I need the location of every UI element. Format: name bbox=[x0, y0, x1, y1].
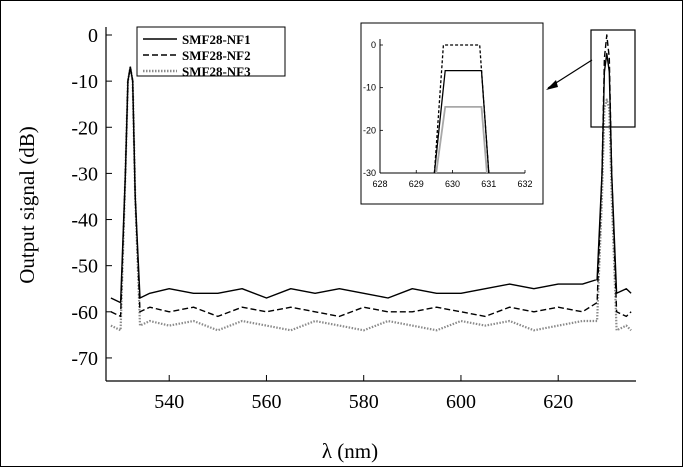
y-tick-label: -20 bbox=[71, 117, 98, 139]
series-line-smf28-nf1 bbox=[110, 52, 632, 304]
inset-x-tick-label: 632 bbox=[517, 179, 532, 189]
inset-x-tick-label: 631 bbox=[481, 179, 496, 189]
inset-frame bbox=[360, 22, 544, 205]
x-tick-label: 540 bbox=[154, 391, 184, 413]
y-tick-label: -10 bbox=[71, 71, 98, 93]
x-tick-label: 600 bbox=[446, 391, 476, 413]
inset-y-tick-label: -20 bbox=[363, 125, 376, 135]
y-tick-label: -50 bbox=[71, 256, 98, 278]
x-tick-label: 620 bbox=[543, 391, 573, 413]
y-tick-label: 0 bbox=[88, 25, 98, 47]
y-tick-label: -70 bbox=[71, 348, 98, 370]
inset-y-tick-label: -30 bbox=[363, 168, 376, 178]
inset-series-line-smf28-nf2 bbox=[433, 44, 490, 174]
legend-label: SMF28-NF3 bbox=[182, 64, 251, 79]
zoom-annotation bbox=[546, 29, 636, 128]
y-tick-label: -30 bbox=[71, 163, 98, 185]
inset-y-tick-label: -10 bbox=[363, 83, 376, 93]
legend-label: SMF28-NF1 bbox=[182, 32, 251, 47]
y-tick-label: -60 bbox=[71, 302, 98, 324]
x-axis-title: λ (nm) bbox=[322, 439, 378, 463]
y-axis-title: Output signal (dB) bbox=[15, 126, 39, 284]
x-tick-label: 580 bbox=[349, 391, 379, 413]
x-tick-label: 560 bbox=[251, 391, 281, 413]
inset-series-line-smf28-nf3 bbox=[435, 106, 488, 174]
inset-x-tick-label: 628 bbox=[372, 179, 387, 189]
legend-label: SMF28-NF2 bbox=[182, 48, 251, 63]
y-tick-label: -40 bbox=[71, 210, 98, 232]
zoom-region-box bbox=[590, 29, 636, 128]
inset-x-tick-label: 629 bbox=[409, 179, 424, 189]
inset-y-tick-label: 0 bbox=[371, 40, 376, 50]
main-plot-area: 0 -10 -20 -30 -40 -50 -60 -70 540 560 580 600 620 bbox=[71, 25, 636, 413]
legend-box bbox=[136, 26, 286, 77]
inset-x-tick-label: 630 bbox=[445, 179, 460, 189]
zoom-arrow-head bbox=[546, 80, 558, 90]
